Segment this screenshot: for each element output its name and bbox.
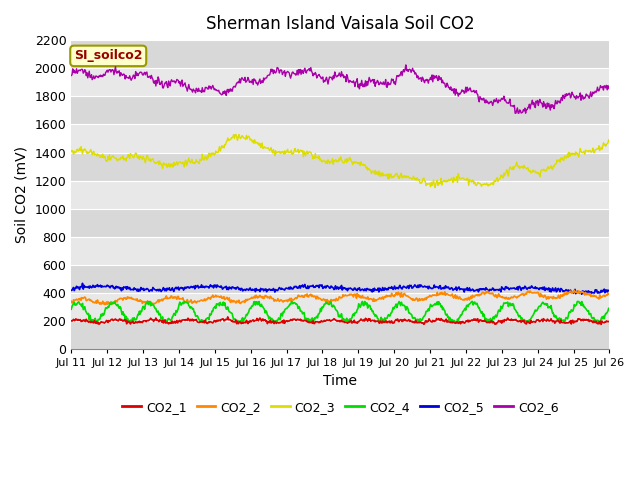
Bar [71,237,609,265]
Bar [71,209,609,237]
Bar [71,265,609,293]
Bar [71,40,609,68]
Bar [71,293,609,321]
Title: Sherman Island Vaisala Soil CO2: Sherman Island Vaisala Soil CO2 [206,15,475,33]
Text: SI_soilco2: SI_soilco2 [74,49,143,62]
Bar [71,321,609,349]
Legend: CO2_1, CO2_2, CO2_3, CO2_4, CO2_5, CO2_6: CO2_1, CO2_2, CO2_3, CO2_4, CO2_5, CO2_6 [117,396,564,419]
Bar [71,96,609,124]
Bar [71,68,609,96]
Bar [71,153,609,180]
Bar [71,124,609,153]
X-axis label: Time: Time [323,374,357,388]
Bar [71,180,609,209]
Y-axis label: Soil CO2 (mV): Soil CO2 (mV) [15,146,29,243]
